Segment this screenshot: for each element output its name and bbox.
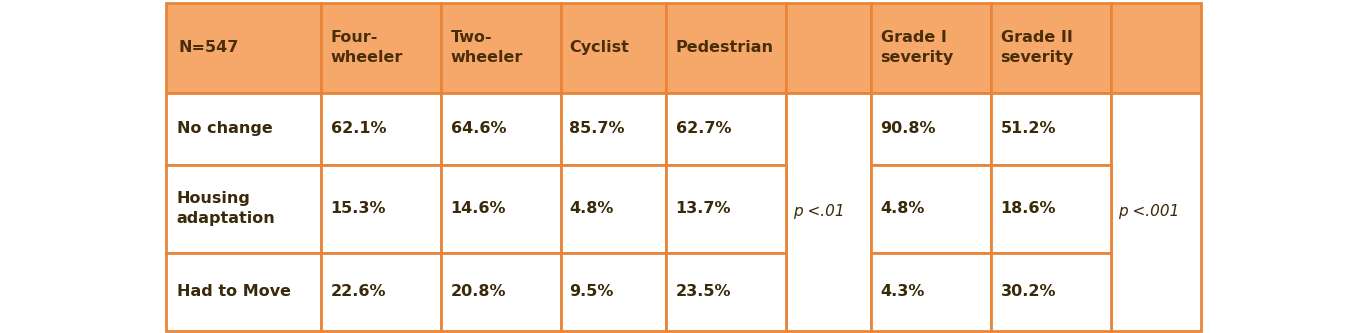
Bar bbox=[165, 3, 321, 93]
Bar bbox=[560, 93, 666, 165]
Bar bbox=[871, 165, 991, 252]
Text: 90.8%: 90.8% bbox=[880, 121, 936, 136]
Bar bbox=[786, 93, 871, 330]
Text: p <.01: p <.01 bbox=[793, 204, 845, 219]
Text: N=547: N=547 bbox=[179, 40, 239, 55]
Bar bbox=[321, 93, 442, 165]
Text: p <.001: p <.001 bbox=[1118, 204, 1180, 219]
Bar bbox=[560, 252, 666, 330]
Bar bbox=[560, 3, 666, 93]
Text: Cyclist: Cyclist bbox=[570, 40, 629, 55]
Text: 23.5%: 23.5% bbox=[675, 284, 731, 299]
Bar bbox=[871, 93, 991, 165]
Bar bbox=[666, 165, 786, 252]
Text: Pedestrian: Pedestrian bbox=[675, 40, 774, 55]
Text: 14.6%: 14.6% bbox=[451, 201, 506, 216]
Bar bbox=[666, 252, 786, 330]
Text: 4.3%: 4.3% bbox=[880, 284, 925, 299]
Text: 51.2%: 51.2% bbox=[1001, 121, 1057, 136]
Bar bbox=[442, 252, 560, 330]
Text: Grade I
severity: Grade I severity bbox=[880, 30, 954, 65]
Text: Had to Move: Had to Move bbox=[176, 284, 291, 299]
Bar bbox=[442, 165, 560, 252]
Text: 4.8%: 4.8% bbox=[880, 201, 925, 216]
Text: Four-
wheeler: Four- wheeler bbox=[331, 30, 403, 65]
Text: 18.6%: 18.6% bbox=[1001, 201, 1057, 216]
Text: 62.7%: 62.7% bbox=[675, 121, 731, 136]
Bar bbox=[1111, 3, 1202, 93]
Text: 22.6%: 22.6% bbox=[331, 284, 385, 299]
Bar bbox=[560, 165, 666, 252]
Bar bbox=[871, 252, 991, 330]
Text: 62.1%: 62.1% bbox=[331, 121, 385, 136]
Bar bbox=[666, 93, 786, 165]
Bar bbox=[321, 252, 442, 330]
Text: No change: No change bbox=[176, 121, 272, 136]
Bar bbox=[1111, 93, 1202, 330]
Text: 64.6%: 64.6% bbox=[451, 121, 506, 136]
Bar bbox=[321, 3, 442, 93]
Text: Two-
wheeler: Two- wheeler bbox=[451, 30, 524, 65]
Bar bbox=[991, 93, 1111, 165]
Bar bbox=[786, 3, 871, 93]
Bar bbox=[442, 93, 560, 165]
Bar bbox=[442, 3, 560, 93]
Text: 30.2%: 30.2% bbox=[1001, 284, 1057, 299]
Text: Grade II
severity: Grade II severity bbox=[1001, 30, 1074, 65]
Bar bbox=[321, 165, 442, 252]
Text: 85.7%: 85.7% bbox=[570, 121, 625, 136]
Text: 15.3%: 15.3% bbox=[331, 201, 385, 216]
Text: 20.8%: 20.8% bbox=[451, 284, 506, 299]
Text: 4.8%: 4.8% bbox=[570, 201, 614, 216]
Text: 13.7%: 13.7% bbox=[675, 201, 731, 216]
Bar bbox=[165, 252, 321, 330]
Bar bbox=[871, 3, 991, 93]
Text: Housing
adaptation: Housing adaptation bbox=[176, 191, 276, 225]
Bar bbox=[991, 165, 1111, 252]
Bar bbox=[991, 3, 1111, 93]
Bar bbox=[165, 165, 321, 252]
Bar bbox=[165, 93, 321, 165]
Bar bbox=[666, 3, 786, 93]
Text: 9.5%: 9.5% bbox=[570, 284, 614, 299]
Bar bbox=[991, 252, 1111, 330]
